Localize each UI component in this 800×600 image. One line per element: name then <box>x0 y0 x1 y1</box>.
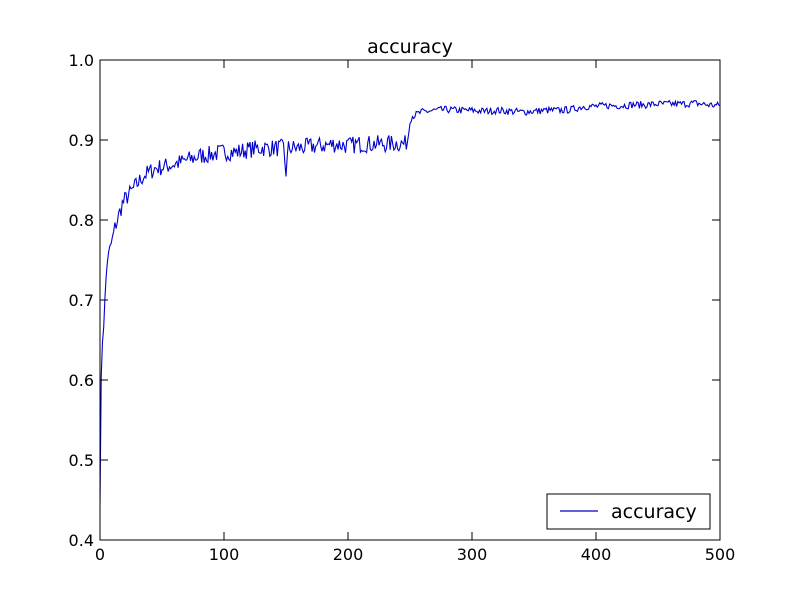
plot-frame <box>99 59 721 541</box>
series-line-accuracy <box>100 99 720 505</box>
y-tick-label: 0.9 <box>69 131 94 150</box>
legend-label-accuracy: accuracy <box>611 501 697 523</box>
plot-area <box>100 99 720 505</box>
axes: 0 100 200 300 400 500 0.4 0.5 0.6 0.7 0.8 0.9 1.0 <box>69 51 736 564</box>
y-tick-label: 0.4 <box>69 531 94 550</box>
y-tick-label: 1.0 <box>69 51 94 70</box>
y-tick-label: 0.5 <box>69 451 94 470</box>
chart-title: accuracy <box>367 36 453 58</box>
x-tick-label: 300 <box>457 545 488 564</box>
x-tick-label: 500 <box>705 545 736 564</box>
x-tick-label: 400 <box>581 545 612 564</box>
y-tick-label: 0.7 <box>69 291 94 310</box>
x-tick-label: 100 <box>209 545 240 564</box>
legend: accuracy <box>546 493 711 530</box>
x-tick-label: 200 <box>333 545 364 564</box>
y-tick-label: 0.6 <box>69 371 94 390</box>
x-tick-label: 0 <box>95 545 105 564</box>
y-tick-label: 0.8 <box>69 211 94 230</box>
